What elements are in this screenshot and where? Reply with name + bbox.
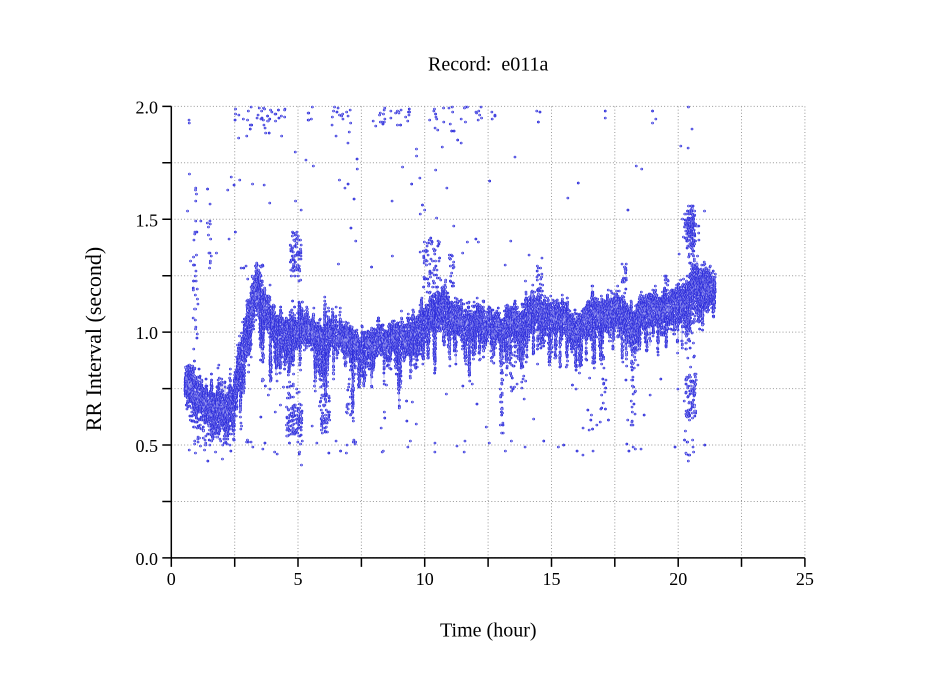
svg-text:25: 25 [796, 569, 814, 589]
svg-text:0: 0 [167, 569, 176, 589]
svg-text:1.5: 1.5 [136, 210, 159, 230]
svg-text:20: 20 [669, 569, 687, 589]
svg-text:15: 15 [543, 569, 561, 589]
svg-text:5: 5 [294, 569, 303, 589]
svg-text:RR Interval (second): RR Interval (second) [81, 247, 106, 432]
svg-text:Record: e011a: Record: e011a [428, 53, 548, 75]
svg-text:1.0: 1.0 [136, 323, 159, 343]
svg-text:10: 10 [416, 569, 434, 589]
svg-text:Time (hour): Time (hour) [440, 619, 536, 641]
svg-text:2.0: 2.0 [136, 97, 159, 117]
svg-text:0.0: 0.0 [136, 549, 159, 569]
svg-text:0.5: 0.5 [136, 436, 159, 456]
